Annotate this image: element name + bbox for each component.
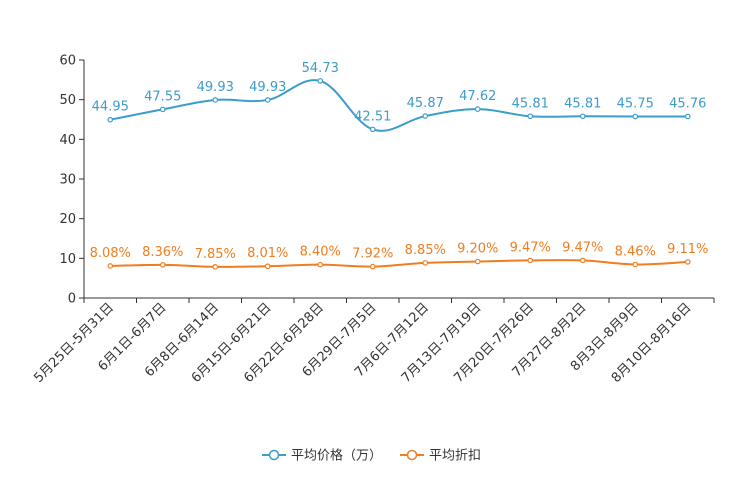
data-point[interactable] <box>264 263 271 270</box>
series-1: 8.08% 8.36% 7.85% 8.01% 8.40% 7.92% 8.85% 9.20%… <box>90 240 708 270</box>
axes: 01020304050605月25日-5月31日6月1日-6月7日6月8日-6月… <box>31 54 715 386</box>
legend-marker-icon <box>406 449 418 461</box>
series-line <box>110 259 688 268</box>
data-label: 44.95 <box>92 100 129 115</box>
data-point[interactable] <box>212 97 219 103</box>
legend[interactable]: 平均价格（万） 平均折扣 <box>262 448 481 464</box>
data-label: 8.85% <box>405 243 446 258</box>
data-label: 49.93 <box>249 80 286 95</box>
data-label: 7.85% <box>195 247 236 262</box>
y-tick-label: 10 <box>59 252 76 267</box>
data-label: 8.46% <box>615 244 656 259</box>
data-point[interactable] <box>159 106 166 113</box>
y-tick-label: 30 <box>59 173 76 188</box>
series-0: 44.95 47.55 49.93 49.93 54.73 42.51 45.87 47.62… <box>92 61 706 133</box>
data-point[interactable] <box>684 259 691 265</box>
data-label: 54.73 <box>302 61 339 76</box>
y-tick-label: 40 <box>59 133 76 148</box>
data-point[interactable] <box>579 257 586 264</box>
data-point[interactable] <box>684 113 691 120</box>
series-layer: 44.95 47.55 49.93 49.93 54.73 42.51 45.87 47.62… <box>90 61 708 270</box>
data-point[interactable] <box>369 263 376 270</box>
data-label: 8.40% <box>300 245 341 260</box>
data-point[interactable] <box>317 261 324 268</box>
data-label: 45.87 <box>407 96 444 111</box>
data-point[interactable] <box>527 257 534 264</box>
data-point[interactable] <box>212 264 219 270</box>
y-tick-label: 60 <box>59 54 76 69</box>
data-point[interactable] <box>422 113 429 119</box>
legend-marker-icon <box>268 449 280 461</box>
legend-label: 平均价格（万） <box>291 448 382 464</box>
data-point[interactable] <box>107 116 114 123</box>
data-point[interactable] <box>369 126 376 133</box>
data-point[interactable] <box>264 97 271 103</box>
data-point[interactable] <box>159 262 166 268</box>
data-point[interactable] <box>579 113 586 120</box>
data-label: 45.76 <box>669 96 706 111</box>
y-tick-label: 50 <box>59 93 76 108</box>
data-label: 42.51 <box>354 109 391 124</box>
data-label: 8.36% <box>142 245 183 260</box>
data-point[interactable] <box>474 106 481 112</box>
data-label: 45.81 <box>564 96 601 111</box>
data-label: 9.20% <box>457 242 498 257</box>
data-label: 9.11% <box>667 242 708 257</box>
data-point[interactable] <box>632 261 639 268</box>
data-label: 47.62 <box>459 89 496 104</box>
data-label: 47.55 <box>144 89 181 104</box>
data-point[interactable] <box>107 263 114 269</box>
data-label: 49.93 <box>197 80 234 95</box>
data-label: 8.01% <box>247 246 288 261</box>
data-label: 45.81 <box>512 96 549 111</box>
data-label: 8.08% <box>90 246 131 261</box>
data-point[interactable] <box>317 78 324 84</box>
data-label: 9.47% <box>510 240 551 255</box>
y-tick-label: 20 <box>59 212 76 227</box>
legend-item-1[interactable]: 平均折扣 <box>400 449 481 464</box>
data-point[interactable] <box>474 258 481 265</box>
data-label: 7.92% <box>352 247 393 262</box>
legend-item-0[interactable]: 平均价格（万） <box>262 448 382 464</box>
data-point[interactable] <box>422 260 429 266</box>
y-tick-label: 0 <box>68 292 76 307</box>
legend-label: 平均折扣 <box>429 449 481 464</box>
data-label: 9.47% <box>562 240 603 255</box>
data-label: 45.75 <box>617 97 654 112</box>
data-point[interactable] <box>527 113 534 120</box>
data-point[interactable] <box>632 113 639 120</box>
